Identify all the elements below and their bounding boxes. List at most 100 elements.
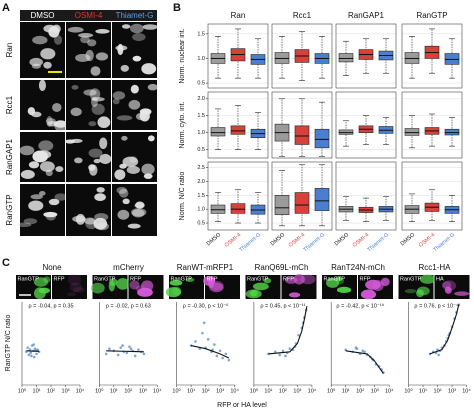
cell <box>67 26 84 33</box>
panel-label: A <box>2 2 10 14</box>
cell <box>93 217 108 230</box>
point <box>29 351 33 355</box>
annotation: ρ = -0.42, p < 10⁻¹⁹ <box>336 302 384 309</box>
point <box>218 349 222 353</box>
annotation: ρ = -0.30, p < 10⁻⁶ <box>183 302 229 309</box>
cell <box>209 282 224 293</box>
cell <box>48 198 60 206</box>
y-axis-label: Norm. nuclear int. <box>179 28 186 83</box>
cell <box>95 52 109 61</box>
channel-label: RFP <box>207 276 218 282</box>
cell <box>91 96 98 108</box>
cell <box>404 289 417 294</box>
channel-label: RanGTP <box>94 276 116 282</box>
x-tick-label: 10¹ <box>187 388 195 394</box>
x-tick-label: 10² <box>47 388 55 394</box>
cell <box>95 29 110 34</box>
cell <box>36 150 52 159</box>
cell <box>137 287 153 297</box>
cell <box>121 135 128 141</box>
cell <box>444 286 452 294</box>
x-tick-label: 10² <box>279 388 287 394</box>
cell <box>52 24 61 34</box>
cell <box>454 291 470 296</box>
box <box>338 53 354 63</box>
cell <box>416 286 430 296</box>
fit-line <box>268 305 308 355</box>
cell <box>263 277 272 284</box>
cell <box>30 194 43 200</box>
box <box>230 203 246 214</box>
x-tick-label: 10³ <box>62 388 70 394</box>
point <box>133 354 137 358</box>
column-title: RanGTP <box>416 11 447 20</box>
cell <box>442 280 457 291</box>
condition-label: DMSO <box>206 232 223 248</box>
cell <box>252 282 269 291</box>
cell <box>16 222 32 227</box>
cell <box>128 99 141 110</box>
cell <box>78 33 94 38</box>
cell <box>122 198 130 205</box>
box <box>210 204 226 214</box>
cell <box>69 282 82 293</box>
x-tick-label: 10⁰ <box>172 387 181 394</box>
point <box>129 347 133 350</box>
cell <box>129 280 140 290</box>
cell <box>47 120 58 127</box>
cell <box>419 274 436 284</box>
cell <box>38 287 50 294</box>
point <box>108 347 111 350</box>
cell <box>33 277 49 287</box>
cell <box>360 289 377 300</box>
channel-label: RFP <box>54 276 65 282</box>
annotation: ρ = 0.76, p < 10⁻⁴⁵ <box>414 302 460 309</box>
point <box>281 349 285 353</box>
condition-label: Thiamet-G <box>238 232 262 253</box>
box <box>404 128 420 136</box>
fit-line <box>429 303 460 355</box>
cell <box>116 115 133 121</box>
plot-frame <box>271 23 333 89</box>
point <box>116 353 120 357</box>
point <box>278 353 281 357</box>
x-tick-label: 10¹ <box>33 388 41 394</box>
x-tick-label: 10² <box>434 388 442 394</box>
plot-frame <box>207 161 269 231</box>
cell <box>93 158 101 164</box>
point <box>119 346 123 349</box>
x-tick-label: 10³ <box>139 388 147 394</box>
row-label: Rcc1 <box>5 95 14 114</box>
cell <box>43 211 58 218</box>
box <box>314 128 330 149</box>
box <box>274 195 290 216</box>
box <box>210 127 226 137</box>
cell <box>121 24 131 29</box>
x-tick-label: 10⁰ <box>18 387 27 394</box>
y-tick-label: 1.5 <box>197 113 205 119</box>
cell <box>142 24 158 30</box>
cell <box>112 98 120 105</box>
column-title: None <box>42 263 62 272</box>
fit-line <box>26 350 40 352</box>
y-tick-label: 1.0 <box>197 130 205 136</box>
condition-label: DMSO <box>334 232 351 248</box>
x-tick-label: 10¹ <box>419 388 427 394</box>
point <box>194 340 197 343</box>
cell <box>134 203 145 209</box>
cell <box>120 64 129 72</box>
point <box>32 355 36 359</box>
cell <box>43 61 52 69</box>
condition-label: Thiamet-G <box>432 232 456 253</box>
channel-label: RFP <box>283 276 294 282</box>
column-title: RanT24N-mCh <box>331 263 385 272</box>
fit-line <box>190 345 230 359</box>
cell <box>209 280 224 291</box>
plot-frame <box>401 91 463 159</box>
box <box>230 125 246 135</box>
x-tick-label: 10² <box>202 388 210 394</box>
column-title: mCherry <box>113 263 144 272</box>
point <box>284 354 287 358</box>
x-tick-label: 10² <box>124 388 132 394</box>
